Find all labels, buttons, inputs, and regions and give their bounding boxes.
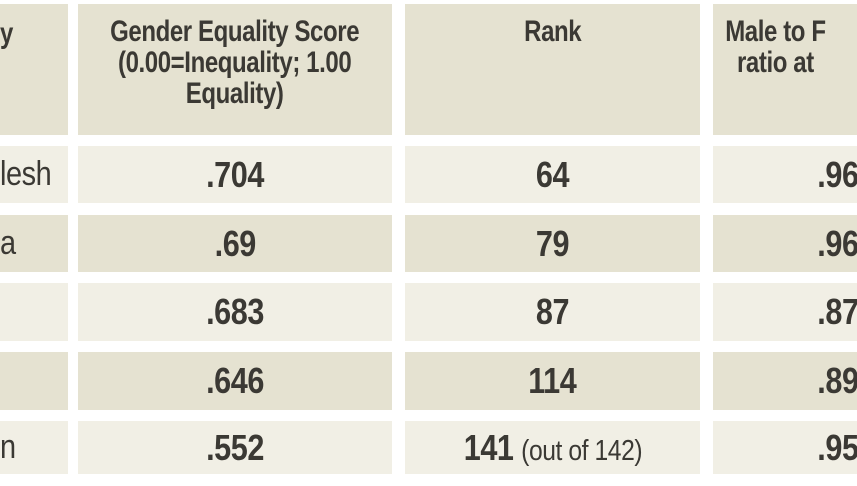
country-fragment-row2: a xyxy=(0,224,16,262)
score-cell-row4: .646 xyxy=(78,352,392,410)
country-fragment-row5: n xyxy=(0,428,16,466)
score-value-row5: .552 xyxy=(206,426,264,468)
score-cell-row2: .69 xyxy=(78,215,392,272)
rank-cell-row3: 87 xyxy=(405,283,700,341)
rank-value-row2: 79 xyxy=(535,222,570,264)
score-cell-row3: .683 xyxy=(78,283,392,341)
rank-group-row5: 141 (out of 142) xyxy=(463,426,642,469)
header-male-female-ratio-clipped: Male to F ratio at xyxy=(713,4,857,135)
ratio-cell-row5: .95 xyxy=(713,421,857,474)
score-value-row1: .704 xyxy=(206,153,264,195)
country-cell-row2: a xyxy=(0,215,68,272)
rank-cell-row1: 64 xyxy=(405,146,700,203)
ratio-value-row1: .96 xyxy=(817,153,857,195)
ratio-value-row5: .95 xyxy=(817,426,857,468)
country-cell-row4 xyxy=(0,352,68,410)
score-value-row2: .69 xyxy=(214,222,256,264)
score-cell-row1: .704 xyxy=(78,146,392,203)
ratio-cell-row1: .96 xyxy=(713,146,857,203)
rank-value-row5: 141 xyxy=(463,426,514,468)
rank-value-row3: 87 xyxy=(535,291,570,332)
country-cell-row5: n xyxy=(0,421,68,474)
ratio-cell-row2: .96 xyxy=(713,215,857,272)
rank-value-row4: 114 xyxy=(528,360,577,401)
header-country-fragment: y xyxy=(0,17,13,50)
rank-value-row1: 64 xyxy=(535,153,570,195)
ratio-value-row4: .89 xyxy=(817,360,857,401)
header-rank: Rank xyxy=(405,4,700,135)
country-fragment-row1: lesh xyxy=(0,155,52,193)
ratio-value-row2: .96 xyxy=(817,222,857,264)
rank-note-row5: (out of 142) xyxy=(520,434,642,467)
ratio-value-row3: .87 xyxy=(817,291,857,332)
country-cell-row3 xyxy=(0,283,68,341)
header-gender-equality-score: Gender Equality Score (0.00=Inequality; … xyxy=(78,4,392,135)
ratio-cell-row4: .89 xyxy=(713,352,857,410)
header-country-clipped: y xyxy=(0,4,68,135)
header-ratio-label: Male to F ratio at xyxy=(725,15,826,79)
rank-cell-row4: 114 xyxy=(405,352,700,410)
score-value-row4: .646 xyxy=(206,360,264,401)
rank-cell-row2: 79 xyxy=(405,215,700,272)
score-value-row3: .683 xyxy=(206,291,264,332)
rank-cell-row5: 141 (out of 142) xyxy=(405,421,700,474)
score-cell-row5: .552 xyxy=(78,421,392,474)
country-cell-row1: lesh xyxy=(0,146,68,203)
header-rank-label: Rank xyxy=(523,15,582,48)
ratio-cell-row3: .87 xyxy=(713,283,857,341)
header-score-label: Gender Equality Score (0.00=Inequality; … xyxy=(110,15,360,110)
gender-equality-table: y Gender Equality Score (0.00=Inequality… xyxy=(0,4,857,474)
